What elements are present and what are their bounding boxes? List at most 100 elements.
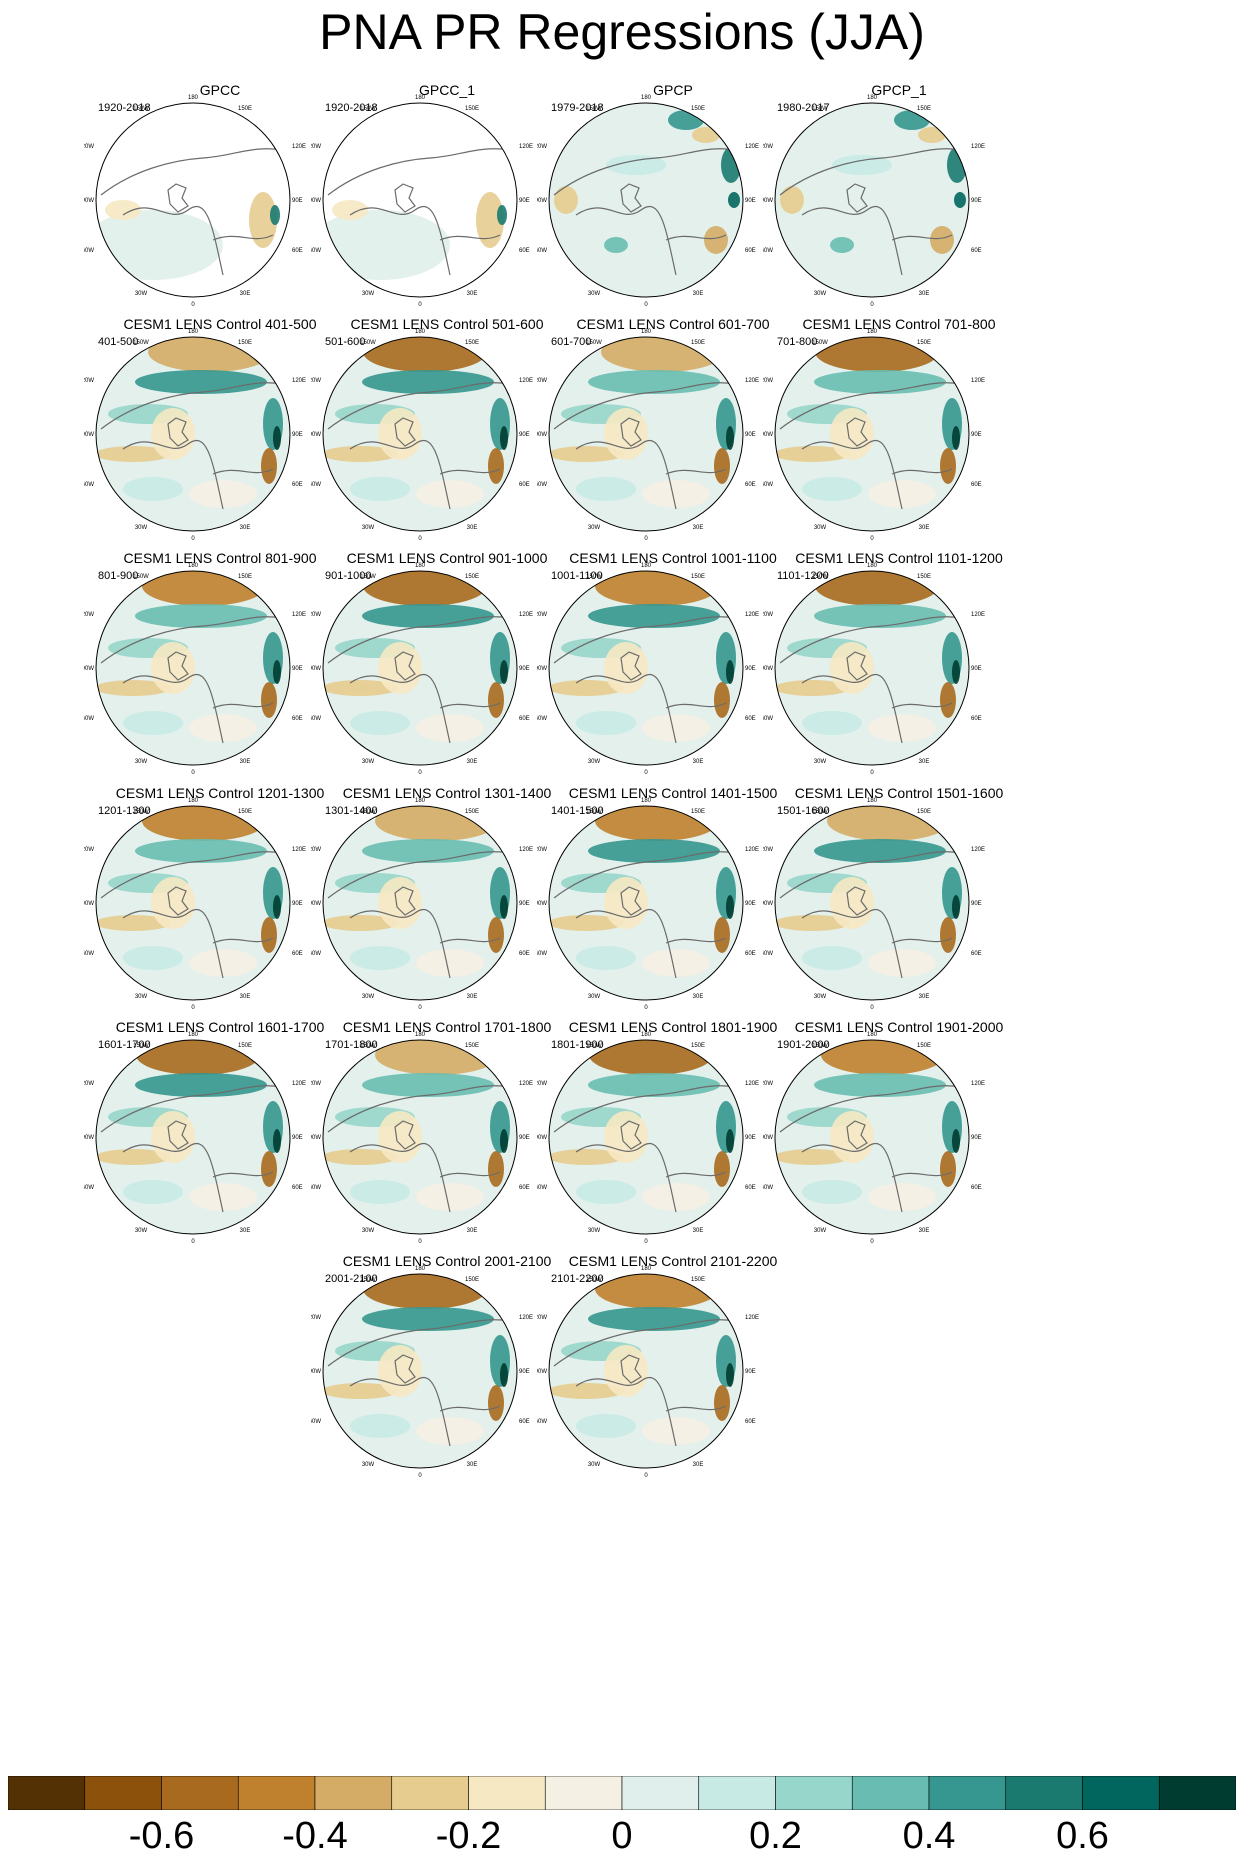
lon-label: 150W [586,809,602,815]
regression-anomaly [476,192,504,248]
lon-label: 0 [644,770,648,776]
lon-label: 150E [691,106,705,112]
map-panel: CESM1 LENS Control 1601-1700 1601-1700 180… [84,1019,354,1297]
regression-anomaly [814,839,946,863]
polar-map: 180 0 150W 150E 120W 120E 90W 90E 60W 60E 30W 30E [537,1266,759,1479]
map-boundary [774,102,970,298]
panel-title: CESM1 LENS Control 601-700 [576,316,770,332]
lon-label: 30E [240,994,251,1000]
panel-period-label: 1001-1100 [551,570,603,582]
regression-anomaly [814,604,946,628]
greenland-outline [394,886,416,916]
lon-label: 30W [135,525,148,531]
regression-anomaly [151,642,195,694]
regression-anomaly [775,680,850,696]
lon-label: 0 [418,770,422,776]
lon-label: 150E [465,340,479,346]
lon-label: 0 [644,302,648,308]
lon-label: 120W [537,144,547,150]
lon-label: 0 [191,770,195,776]
regression-anomaly [814,1073,946,1097]
lon-label: 60E [292,1185,303,1191]
map-panel: CESM1 LENS Control 501-600 501-600 180 0 150… [311,316,581,594]
regression-anomaly [488,917,504,953]
polar-map: 180 0 150W 150E 120W 120E 90W 90E 60W 60E 30W 30E [537,1032,759,1245]
lon-label: 30E [919,759,930,765]
lon-label: 180 [641,1266,652,1272]
regression-anomaly [549,446,624,462]
colorbar-segment [775,1776,853,1810]
panel-title: CESM1 LENS Control 501-600 [350,316,544,332]
lon-label: 150E [917,574,931,580]
greenland-outline [167,183,189,213]
regression-anomaly [151,408,195,460]
regression-anomaly [604,408,648,460]
coastline [575,908,727,979]
regression-anomaly [350,1414,410,1438]
lon-label: 30W [362,994,375,1000]
lon-label: 90W [84,666,94,672]
lon-label: 30E [693,525,704,531]
lon-label: 150W [360,106,376,112]
panel-title: CESM1 LENS Control 401-500 [123,316,317,332]
lon-label: 30W [814,759,827,765]
lon-label: 30W [135,291,148,297]
lon-label: 180 [415,95,426,101]
regression-anomaly [350,946,410,970]
colorbar-tick-label: 0.2 [749,1815,802,1857]
lon-label: 30W [814,994,827,1000]
colorbar-segment [468,1776,546,1810]
lon-label: 30E [919,994,930,1000]
lon-label: 150E [917,340,931,346]
panel-period-label: 2001-2100 [325,1273,378,1285]
coastline [327,382,511,430]
regression-anomaly [273,1129,281,1153]
lon-label: 150W [812,106,828,112]
lon-label: 60W [311,482,321,488]
map-panel: CESM1 LENS Control 1001-1100 1001-1100 180… [537,550,807,828]
lon-label: 180 [867,329,878,335]
lon-label: 30E [467,759,478,765]
colorbar-segment [1082,1776,1160,1810]
coastline [349,205,501,276]
lon-label: 90W [84,432,94,438]
regression-anomaly [96,915,171,931]
lon-label: 120W [311,1315,321,1321]
lon-label: 60E [745,482,756,488]
coastline [801,673,953,744]
lon-label: 60E [519,482,530,488]
coastline [575,1142,727,1213]
greenland-outline [620,886,642,916]
greenland-outline [620,417,642,447]
regression-anomaly [273,895,281,919]
lon-label: 180 [867,95,878,101]
lon-label: 60E [745,951,756,957]
lon-label: 0 [870,536,874,542]
regression-anomaly [249,192,277,248]
lon-label: 60E [519,248,530,254]
polar-map: 180 0 150W 150E 120W 120E 90W 90E 60W 60E 30W 30E [84,95,306,308]
regression-anomaly [802,477,862,501]
regression-anomaly [549,1149,624,1165]
lon-label: 30W [362,525,375,531]
colorbar-tick-label: 0.4 [902,1815,956,1857]
map-panel: CESM1 LENS Control 401-500 401-500 180 0 150… [84,316,354,594]
regression-anomaly [123,477,183,501]
panel-period-label: 1601-1700 [98,1039,151,1051]
lon-label: 90E [971,198,982,204]
lon-label: 150W [360,809,376,815]
lon-label: 0 [644,1239,648,1245]
coastline [327,851,511,899]
polar-map: 180 0 150W 150E 120W 120E 90W 90E 60W 60E 30W 30E [311,329,533,542]
panel-title: GPCP [653,82,693,98]
lon-label: 120W [84,378,94,384]
panel-period-label: 1301-1400 [325,805,378,817]
lon-label: 150E [238,809,252,815]
greenland-outline [394,417,416,447]
lon-label: 60E [971,1185,982,1191]
lon-label: 90E [292,432,303,438]
lon-label: 30W [814,291,827,297]
lon-label: 150E [465,809,479,815]
coastline [779,1085,963,1133]
greenland-outline [846,183,868,213]
